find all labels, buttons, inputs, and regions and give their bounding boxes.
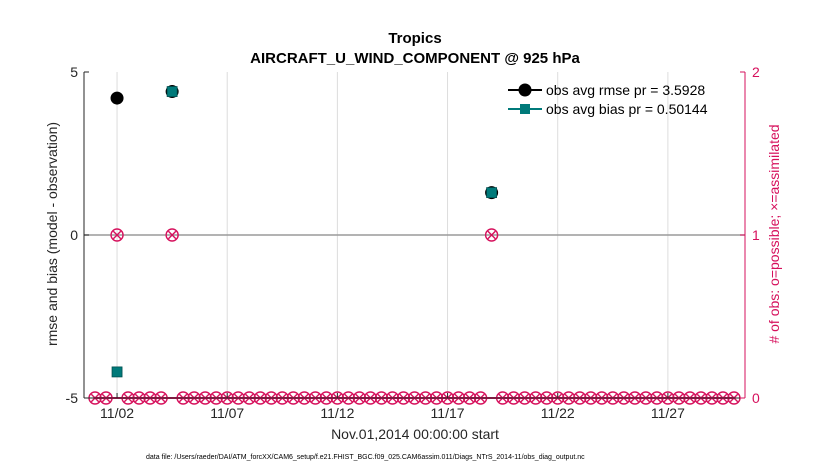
data-file-footnote: data file: /Users/raeder/DAI/ATM_forcXX/…: [146, 454, 585, 461]
obs-possible-marker: [110, 228, 124, 242]
bias-point: [166, 86, 178, 97]
y-right-tick-label: 1: [752, 227, 760, 243]
obs-assimilated-marker: [112, 230, 122, 240]
y-tick-label: 0: [70, 227, 78, 243]
obs-count-point: [484, 228, 499, 242]
obs-possible-marker: [484, 228, 499, 242]
y-axis-label: rmse and bias (model - observation): [44, 122, 60, 346]
chart-subtitle: AIRCRAFT_U_WIND_COMPONENT @ 925 hPa: [250, 50, 580, 67]
obs-count-point: [110, 228, 124, 242]
obs-assimilated-marker: [487, 230, 496, 240]
legend: obs avg rmse pr = 3.5928 obs avg bias pr …: [508, 82, 708, 117]
chart-title: Tropics: [388, 30, 441, 47]
obs-assimilated-marker: [167, 230, 177, 240]
y-right-tick-label: 0: [752, 390, 760, 406]
y-axis-right-label: # of obs: o=possible; ×=assimilated: [766, 124, 782, 343]
x-axis-label: Nov.01,2014 00:00:00 start: [331, 426, 499, 442]
obs-count-series: [88, 228, 741, 405]
axes: [83, 71, 746, 399]
bias-point: [111, 366, 123, 378]
tick-labels: 11/02 11/07 11/12 11/17 11/22 11/27 -5 0 5 0 1 2: [66, 64, 760, 421]
legend-rmse-label: obs avg rmse pr = 3.5928: [546, 82, 705, 98]
data-series: [110, 85, 499, 378]
obs-possible-marker: [165, 228, 179, 242]
obs-count-point: [165, 228, 179, 242]
bias-point: [486, 187, 498, 199]
legend-bias-marker: [520, 104, 530, 114]
x-tick-label: 11/02: [100, 405, 134, 421]
x-tick-label: 11/07: [210, 405, 244, 421]
x-tick-label: 11/12: [320, 405, 354, 421]
x-tick-label: 11/27: [651, 405, 685, 421]
y-tick-label: -5: [66, 390, 79, 406]
legend-bias-label: obs avg bias pr = 0.50144: [546, 101, 708, 117]
rmse-point: [110, 91, 124, 105]
legend-rmse-marker: [518, 83, 532, 97]
x-tick-label: 11/22: [541, 405, 575, 421]
y-right-tick-label: 2: [752, 64, 760, 80]
y-tick-label: 5: [70, 64, 78, 80]
x-tick-label: 11/17: [431, 405, 465, 421]
